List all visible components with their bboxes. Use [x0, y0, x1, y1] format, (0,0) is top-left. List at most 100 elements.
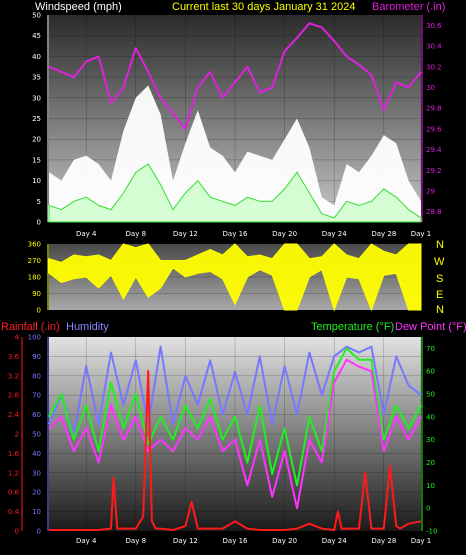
x-tick-label: Day 28 — [371, 537, 396, 545]
rain-x-axis: Day 4 Day 8 Day 12 Day 16 Day 20 Day 24 Day 28… — [76, 537, 431, 545]
x-tick-label: Day 8 — [126, 230, 147, 238]
wind-axis-tick-label: 45 — [32, 32, 41, 40]
humidity-axis-tick-label: 70 — [32, 392, 41, 400]
x-tick-label: Day 1 — [411, 537, 432, 545]
x-tick-label: Day 4 — [76, 537, 97, 545]
direction-axis-tick-label: 270 — [28, 257, 41, 265]
temperature-axis-tick-label: 60 — [426, 368, 435, 376]
compass-legend: N W S E N — [434, 239, 445, 316]
temperature-axis-tick-label: 50 — [426, 391, 435, 399]
rainfall-axis-tick-label: 1.6 — [8, 450, 20, 458]
x-tick-label: Day 24 — [322, 230, 348, 238]
wind-x-axis: Day 4 Day 8 Day 12 Day 16 Day 20 Day 24 Day 28… — [76, 230, 431, 238]
wind-axis-title: Windspeed (mph) — [35, 1, 122, 13]
wind-axis-tick-label: 25 — [32, 115, 41, 123]
direction-axis-tick-label: 0 — [37, 307, 41, 315]
temperature-axis-tick-label: 40 — [426, 413, 435, 421]
barometer-axis-tick-label: 30.6 — [426, 22, 442, 30]
x-tick-label: Day 16 — [223, 537, 249, 545]
humidity-axis-tick-label: 20 — [32, 489, 41, 497]
barometer-axis-tick-label: 29.2 — [426, 167, 442, 175]
humidity-line — [48, 345, 422, 435]
humidity-axis-tick-label: 80 — [32, 372, 41, 380]
rain-panel-series — [48, 345, 422, 531]
barometer-axis-tick-label: 29.4 — [426, 146, 442, 154]
temperature-axis-tick-label: 70 — [426, 345, 435, 353]
x-tick-label: Day 12 — [173, 537, 198, 545]
temperature-y-axis: -10 0 10 20 30 40 50 60 70 — [421, 337, 437, 536]
direction-axis-tick-label: 180 — [28, 274, 41, 282]
temperature-axis-tick-label: -10 — [426, 528, 437, 536]
barometer-axis-tick-label: 30 — [426, 84, 435, 92]
humidity-y-axis: 0 10 20 30 40 50 60 70 80 90 100 — [28, 334, 49, 536]
dewpoint-axis-title: Dew Point (°F) — [395, 321, 466, 333]
compass-n-bottom: N — [436, 304, 444, 316]
x-tick-label: Day 28 — [371, 230, 396, 238]
barometer-axis-tick-label: 29.6 — [426, 125, 442, 133]
humidity-axis-title: Humidity — [66, 321, 109, 333]
humidity-axis-tick-label: 10 — [32, 508, 41, 516]
rainfall-axis-tick-label: 3.6 — [8, 353, 20, 361]
x-tick-label: Day 24 — [322, 537, 348, 545]
rainfall-axis-tick-label: 2 — [15, 431, 19, 439]
direction-y-axis: 0 90 180 270 360 — [28, 241, 49, 315]
humidity-axis-tick-label: 40 — [32, 450, 41, 458]
barometer-axis-tick-label: 28.8 — [426, 208, 442, 216]
temperature-axis-title: Temperature (°F) — [311, 321, 394, 333]
wind-axis-tick-label: 10 — [32, 177, 41, 185]
humidity-axis-tick-label: 100 — [28, 334, 41, 342]
wind-axis-tick-label: 40 — [32, 53, 41, 61]
compass-n-top: N — [436, 239, 444, 251]
rainfall-axis-tick-label: 3.2 — [8, 372, 19, 380]
x-tick-label: Day 8 — [126, 537, 147, 545]
x-tick-label: Day 4 — [76, 230, 97, 238]
rainfall-axis-tick-label: 0 — [15, 528, 19, 536]
humidity-axis-tick-label: 30 — [32, 469, 41, 477]
barometer-line — [48, 22, 422, 130]
compass-w: W — [434, 256, 445, 268]
rainfall-axis-tick-label: 2.8 — [8, 392, 19, 400]
period-title: Current last 30 days January 31 2024 — [172, 1, 355, 13]
rainfall-y-axis: 0 0.4 0.8 1.2 1.6 2 2.4 2.8 3.2 3.6 4 — [8, 334, 23, 536]
x-tick-label: Day 12 — [173, 230, 198, 238]
barometer-axis-title: Barometer (.in) — [372, 1, 445, 13]
humidity-axis-tick-label: 60 — [32, 411, 41, 419]
wind-axis-tick-label: 15 — [32, 156, 41, 164]
wind-axis-tick-label: 0 — [37, 219, 41, 227]
compass-e: E — [436, 289, 443, 301]
x-tick-label: Day 16 — [223, 230, 249, 238]
barometer-axis-tick-label: 29 — [426, 187, 435, 195]
x-tick-label: Day 20 — [272, 537, 297, 545]
rainfall-axis-tick-label: 4 — [15, 334, 20, 342]
wind-axis-tick-label: 20 — [32, 136, 41, 144]
temperature-axis-tick-label: 0 — [426, 505, 430, 513]
rain-panel-background — [49, 337, 421, 531]
barometer-y-axis: 28.8 29 29.2 29.4 29.6 29.8 30 30.2 30.4 30.6 — [421, 15, 442, 222]
barometer-axis-tick-label: 30.4 — [426, 43, 442, 51]
temperature-line — [48, 347, 422, 487]
x-tick-label: Day 20 — [272, 230, 297, 238]
wind-axis-tick-label: 35 — [32, 74, 41, 82]
temperature-axis-tick-label: 10 — [426, 482, 435, 490]
wind-panel-series — [48, 22, 422, 223]
rainfall-axis-tick-label: 0.8 — [8, 489, 19, 497]
direction-panel-series — [48, 243, 422, 312]
wind-axis-tick-label: 50 — [32, 12, 41, 20]
rainfall-axis-tick-label: 1.2 — [8, 469, 19, 477]
wind-axis-tick-label: 5 — [37, 198, 41, 206]
x-tick-label: Day 1 — [411, 230, 432, 238]
barometer-axis-tick-label: 30.2 — [426, 63, 442, 71]
direction-axis-tick-label: 360 — [28, 241, 41, 249]
temperature-axis-tick-label: 20 — [426, 459, 435, 467]
wind-average-area — [48, 163, 422, 223]
humidity-axis-tick-label: 50 — [32, 431, 41, 439]
rainfall-axis-title: Rainfall (.in) — [1, 321, 60, 333]
rainfall-axis-tick-label: 0.4 — [8, 508, 20, 516]
rainfall-axis-tick-label: 2.4 — [8, 411, 20, 419]
wind-direction-band — [48, 243, 422, 312]
humidity-axis-tick-label: 0 — [37, 528, 41, 536]
humidity-axis-tick-label: 90 — [32, 353, 41, 361]
wind-axis-tick-label: 30 — [32, 94, 41, 102]
wind-y-axis: 0 5 10 15 20 25 30 35 40 45 50 — [32, 12, 49, 227]
